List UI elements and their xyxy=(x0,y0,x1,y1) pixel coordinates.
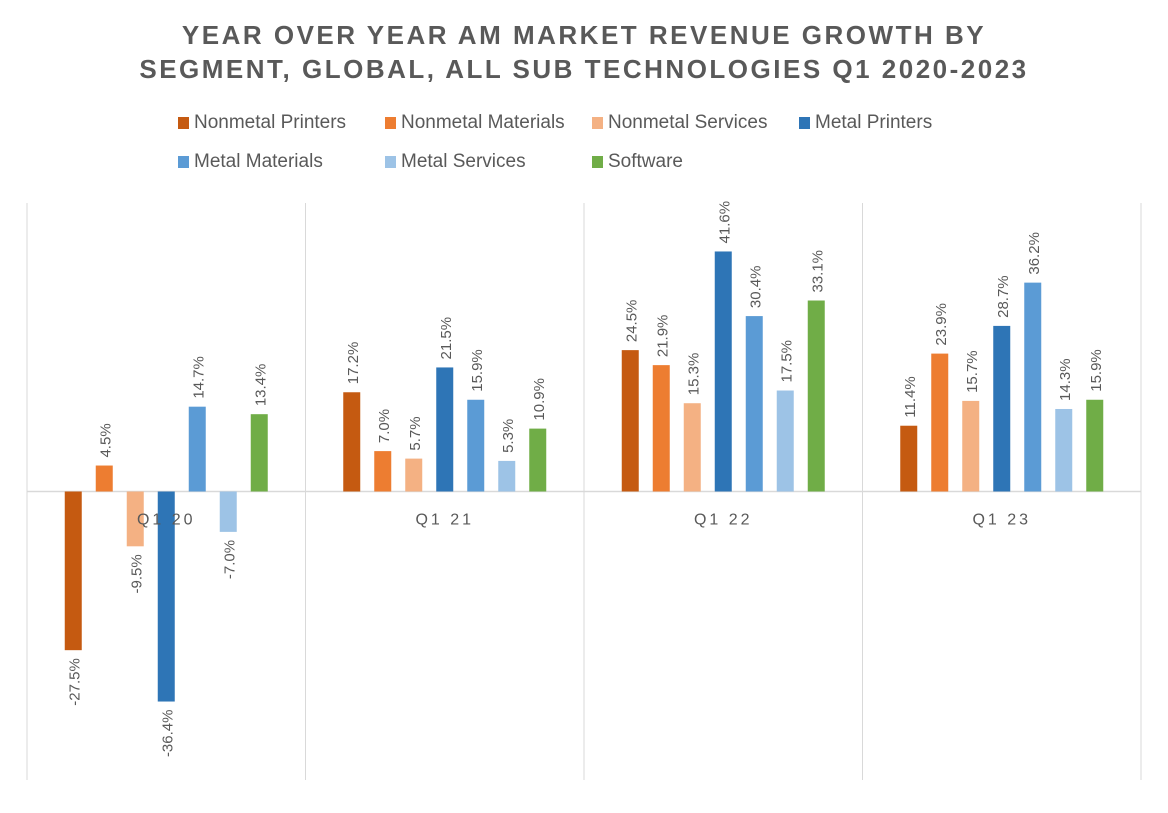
data-label: 14.3% xyxy=(1057,358,1074,401)
bar xyxy=(498,460,516,492)
bar xyxy=(467,399,485,492)
bar xyxy=(250,414,268,492)
legend-swatch xyxy=(385,117,396,129)
bar xyxy=(95,465,113,492)
category-label: Q1 20 xyxy=(137,512,196,529)
bar xyxy=(1086,399,1104,492)
category-label: Q1 22 xyxy=(694,512,753,529)
data-label: 15.9% xyxy=(469,349,486,392)
data-label: 15.9% xyxy=(1088,349,1105,392)
bar xyxy=(900,425,918,492)
data-label: 15.3% xyxy=(685,353,702,396)
data-label: -7.0% xyxy=(221,540,238,579)
data-label: 28.7% xyxy=(995,275,1012,318)
bar xyxy=(1055,408,1073,492)
legend-label: Nonmetal Materials xyxy=(401,112,565,133)
bar xyxy=(157,491,175,702)
bar xyxy=(1024,282,1042,492)
bar xyxy=(962,400,980,492)
bar xyxy=(714,251,732,492)
data-label: 4.5% xyxy=(97,423,114,457)
data-label: 24.5% xyxy=(623,300,640,343)
data-label: 41.6% xyxy=(716,201,733,244)
legend-label: Software xyxy=(608,151,683,172)
data-label: 13.4% xyxy=(252,364,269,407)
legend-swatch xyxy=(385,156,396,168)
legend-item: Metal Services xyxy=(385,151,526,173)
legend-swatch xyxy=(592,117,603,129)
legend-swatch xyxy=(178,117,189,129)
data-label: 23.9% xyxy=(933,303,950,346)
legend-label: Metal Materials xyxy=(194,151,323,172)
category-label: Q1 21 xyxy=(415,512,474,529)
legend-item: Software xyxy=(592,151,683,173)
data-label: 17.2% xyxy=(345,342,362,385)
data-label: 7.0% xyxy=(376,409,393,443)
legend-swatch xyxy=(592,156,603,168)
bar xyxy=(931,353,949,492)
bar xyxy=(219,491,237,532)
legend-item: Metal Printers xyxy=(799,112,932,134)
data-label: 21.9% xyxy=(654,315,671,358)
data-label: -9.5% xyxy=(128,554,145,593)
bar xyxy=(343,392,361,492)
bar xyxy=(993,325,1011,492)
bar xyxy=(745,316,763,492)
data-label: 30.4% xyxy=(747,266,764,309)
data-label: 5.3% xyxy=(500,419,517,453)
bar xyxy=(776,390,794,492)
data-label: 10.9% xyxy=(531,378,548,421)
bar xyxy=(126,491,144,547)
data-label: 11.4% xyxy=(902,376,919,417)
category-label: Q1 23 xyxy=(972,512,1031,529)
bar xyxy=(374,451,392,492)
data-label: 14.7% xyxy=(190,356,207,399)
data-label: 5.7% xyxy=(407,416,424,450)
bar xyxy=(188,406,206,492)
legend-item: Nonmetal Materials xyxy=(385,112,565,134)
legend-swatch xyxy=(799,117,810,129)
bar xyxy=(436,367,454,492)
legend-item: Nonmetal Services xyxy=(592,112,767,134)
bar xyxy=(807,300,825,492)
legend-label: Metal Printers xyxy=(815,112,933,133)
legend-item: Metal Materials xyxy=(178,151,323,173)
data-label: 17.5% xyxy=(778,340,795,383)
legend-label: Metal Services xyxy=(401,151,526,172)
data-label: -27.5% xyxy=(66,658,83,706)
chart-title: YEAR OVER YEAR AM MARKET REVENUE GROWTH … xyxy=(0,18,1168,86)
bar xyxy=(683,403,701,492)
bar xyxy=(652,365,670,492)
bar xyxy=(621,350,639,492)
data-label: 36.2% xyxy=(1026,232,1043,275)
bar xyxy=(64,491,82,651)
bar xyxy=(529,428,547,492)
title-line-1: YEAR OVER YEAR AM MARKET REVENUE GROWTH … xyxy=(181,20,987,50)
data-label: -36.4% xyxy=(159,710,176,758)
data-label: 15.7% xyxy=(964,350,981,393)
title-line-2: SEGMENT, GLOBAL, ALL SUB TECHNOLOGIES Q1… xyxy=(139,54,1029,84)
legend-swatch xyxy=(178,156,189,168)
bar xyxy=(405,458,423,492)
data-label: 33.1% xyxy=(809,250,826,293)
data-label: 21.5% xyxy=(438,317,455,360)
legend-item: Nonmetal Printers xyxy=(178,112,346,134)
legend-label: Nonmetal Services xyxy=(608,112,768,133)
legend-label: Nonmetal Printers xyxy=(194,112,347,133)
